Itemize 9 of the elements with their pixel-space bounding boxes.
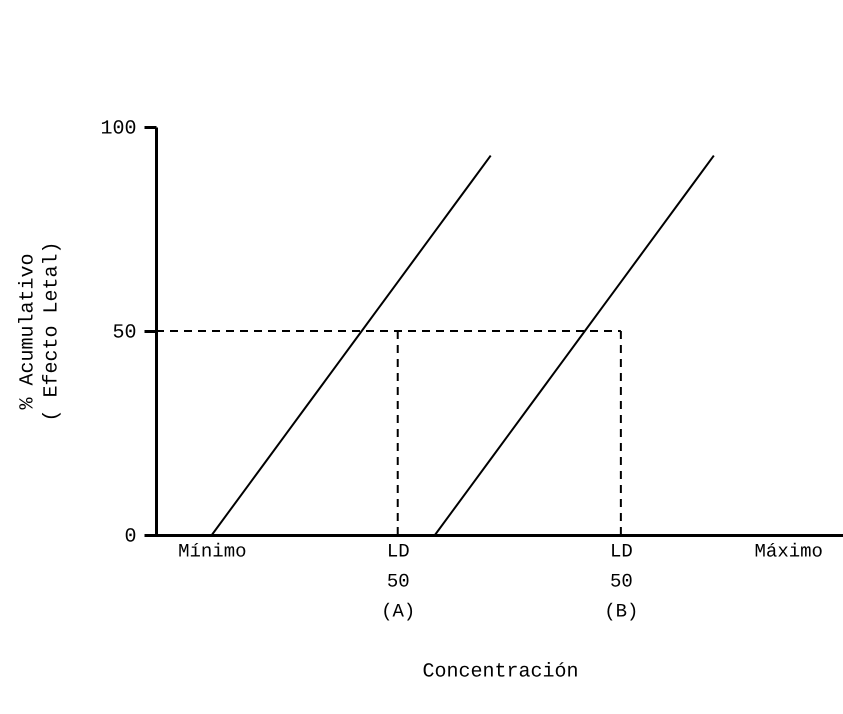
x-tick-label: Mínimo: [178, 540, 246, 562]
x-tick-label: LD 50 (B): [604, 540, 638, 622]
y-tick-label: 100: [100, 118, 136, 140]
y-axis-title: % Acumulativo ( Efecto Letal): [16, 241, 64, 422]
x-axis-title: Concentración: [422, 660, 579, 684]
x-tick-label: LD 50 (A): [381, 540, 416, 622]
x-tick-label: Máximo: [754, 540, 823, 562]
y-tick-label: 50: [112, 322, 136, 344]
y-tick-label: 0: [124, 526, 136, 548]
